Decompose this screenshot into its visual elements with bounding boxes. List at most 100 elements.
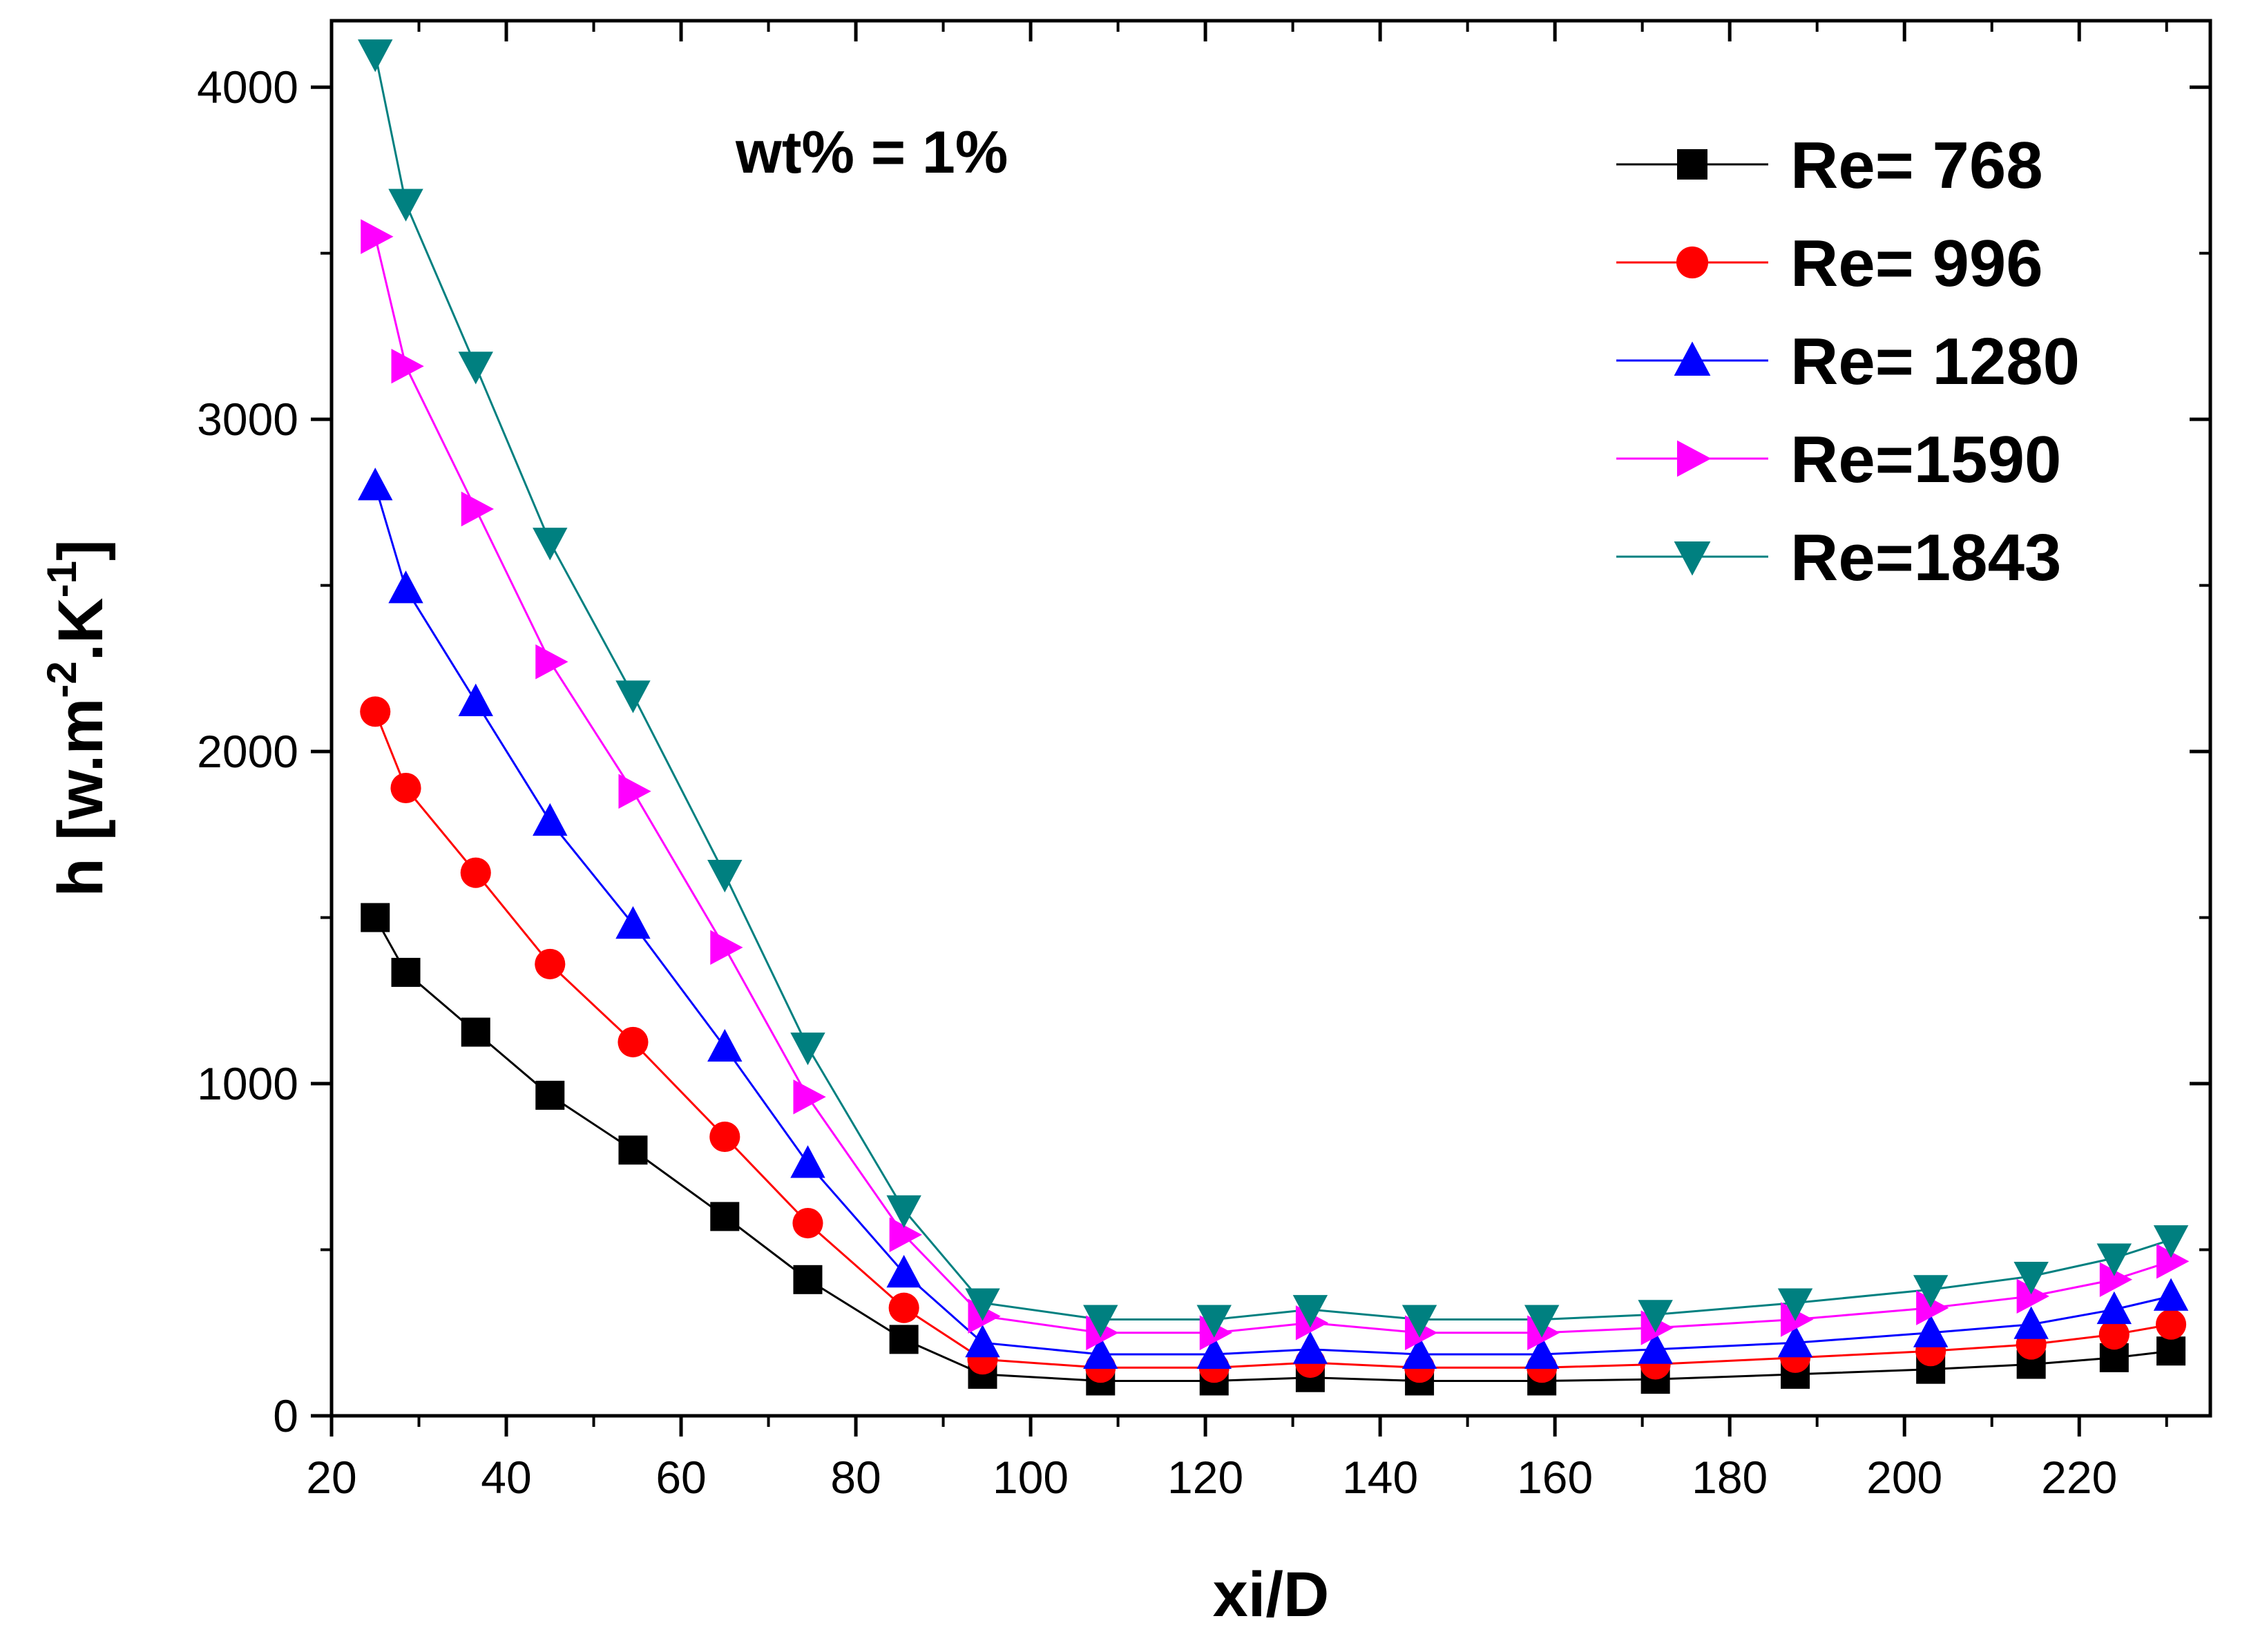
data-point — [707, 1028, 743, 1062]
data-point — [361, 219, 394, 254]
data-point — [886, 1195, 921, 1229]
data-point — [2096, 1243, 2132, 1276]
data-point — [360, 696, 391, 727]
data-point — [1292, 1295, 1328, 1328]
data-point — [1638, 1331, 1673, 1364]
data-point — [618, 774, 651, 809]
data-point — [707, 860, 743, 893]
x-tick-label: 100 — [993, 1452, 1069, 1503]
data-point — [2156, 1336, 2186, 1366]
legend-marker — [1676, 246, 1709, 279]
data-point — [1401, 1305, 1437, 1338]
data-point — [1196, 1305, 1232, 1338]
legend: Re= 768 Re= 996 Re= 1280 Re=1590 Re=1843 — [1616, 128, 2080, 595]
data-point — [1401, 1336, 1437, 1370]
data-point — [388, 570, 423, 604]
y-axis-title-sup2: -1 — [39, 561, 85, 597]
series-markers — [358, 39, 2190, 1396]
x-tick-label: 200 — [1866, 1452, 1942, 1503]
data-point — [618, 1026, 649, 1057]
data-point — [2156, 1244, 2190, 1279]
data-point — [793, 1265, 823, 1294]
y-axis-title-sup1: -2 — [39, 661, 85, 698]
data-point — [460, 857, 491, 888]
x-tick-label: 40 — [481, 1452, 531, 1503]
x-tick-label: 220 — [2041, 1452, 2117, 1503]
series-line-4 — [374, 53, 2172, 1321]
data-point — [1196, 1336, 1232, 1370]
plot-frame — [329, 19, 2212, 1418]
legend-marker — [1674, 541, 1711, 576]
legend-label: Re=1590 — [1790, 423, 2061, 497]
x-axis-title: xi/D — [1213, 1559, 1330, 1630]
data-point — [710, 930, 743, 966]
data-point — [458, 352, 493, 385]
data-point — [2099, 1262, 2133, 1298]
y-axis-title-mid: .K — [46, 597, 116, 661]
tick-labels: 20 40 60 80 100 120 140 160 180 200 220 0 1000 2000 30… — [197, 61, 2117, 1503]
legend-label: Re= 1280 — [1790, 325, 2080, 398]
x-tick-label: 80 — [830, 1452, 881, 1503]
data-point — [618, 1135, 648, 1165]
data-point — [710, 1202, 740, 1231]
data-point — [1913, 1314, 1949, 1347]
data-point — [388, 189, 423, 222]
y-tick-label: 1000 — [197, 1058, 298, 1109]
x-tick-label: 180 — [1692, 1452, 1768, 1503]
data-point — [2098, 1319, 2130, 1350]
data-point — [2156, 1309, 2187, 1340]
data-point — [1524, 1305, 1560, 1338]
legend-label: Re= 996 — [1790, 227, 2043, 300]
series-line-1 — [374, 711, 2172, 1369]
y-axis-title: h [w.m-2.K-1] — [39, 539, 116, 896]
x-tick-label: 160 — [1517, 1452, 1593, 1503]
x-tick-label: 120 — [1167, 1452, 1243, 1503]
data-point — [888, 1292, 919, 1323]
data-point — [1781, 1302, 1814, 1337]
data-point — [358, 468, 393, 501]
data-point — [535, 1080, 565, 1110]
data-point — [1524, 1336, 1560, 1370]
data-point — [535, 644, 568, 680]
data-point — [2096, 1291, 2132, 1325]
data-point — [391, 957, 421, 987]
data-point — [2016, 1278, 2049, 1314]
data-point — [2153, 1278, 2189, 1311]
x-tick-label: 20 — [306, 1452, 356, 1503]
data-point — [358, 39, 393, 73]
data-point — [615, 680, 651, 713]
legend-label: Re= 768 — [1790, 128, 2043, 202]
data-point — [1777, 1288, 1813, 1321]
data-point — [1913, 1275, 1949, 1308]
axis-ticks — [311, 21, 2210, 1437]
data-point — [1777, 1324, 1813, 1358]
data-point — [790, 1032, 825, 1066]
data-point — [889, 1217, 922, 1253]
data-point — [1083, 1305, 1118, 1338]
data-point — [1638, 1300, 1673, 1333]
legend-marker — [1677, 440, 1712, 477]
data-point — [709, 1121, 740, 1153]
data-point — [533, 803, 568, 836]
data-point — [792, 1207, 823, 1239]
y-tick-label: 4000 — [197, 61, 298, 113]
series-line-2 — [374, 485, 2172, 1356]
data-point — [391, 348, 424, 384]
data-point — [965, 1288, 1000, 1321]
legend-label: Re=1843 — [1790, 521, 2061, 595]
data-point — [461, 1017, 490, 1047]
data-point — [533, 528, 568, 561]
data-point — [889, 1325, 919, 1354]
data-point — [793, 1079, 826, 1115]
data-point — [886, 1254, 921, 1288]
data-point — [2153, 1225, 2189, 1258]
data-point — [461, 491, 494, 527]
series-lines — [374, 53, 2172, 1382]
data-point — [361, 903, 390, 932]
x-tick-label: 60 — [655, 1452, 706, 1503]
data-point — [390, 772, 421, 804]
legend-marker — [1677, 149, 1707, 180]
data-point — [1916, 1290, 1949, 1325]
data-point — [458, 683, 493, 716]
y-tick-label: 3000 — [197, 394, 298, 445]
